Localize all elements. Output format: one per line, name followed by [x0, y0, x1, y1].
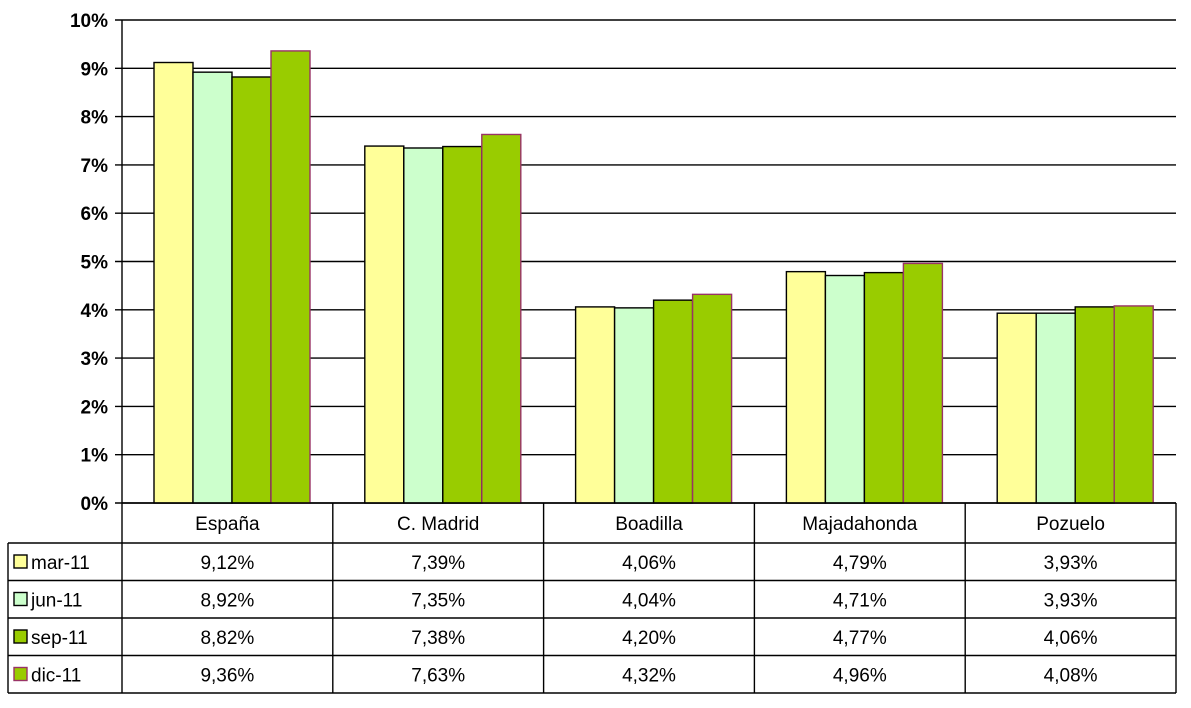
y-tick-label: 0% — [81, 494, 109, 515]
bar — [652, 299, 694, 504]
bar — [691, 293, 733, 504]
data-label: 8,92% — [200, 591, 254, 612]
data-label: 4,32% — [622, 666, 676, 687]
category-label: Boadilla — [615, 514, 683, 535]
data-label: 9,36% — [200, 666, 254, 687]
bar — [1074, 306, 1115, 504]
data-label: 4,06% — [622, 553, 676, 574]
data-label: 7,35% — [411, 591, 465, 612]
y-tick-label: 8% — [81, 108, 109, 129]
data-label: 4,77% — [833, 628, 887, 649]
bar — [442, 145, 483, 504]
legend-key — [13, 629, 28, 644]
legend-key — [13, 554, 28, 569]
category-label: Pozuelo — [1036, 514, 1105, 535]
data-label: 4,08% — [1044, 666, 1098, 687]
bar — [403, 147, 444, 504]
bar — [996, 312, 1037, 504]
bar — [574, 306, 616, 504]
y-tick-label: 5% — [81, 253, 109, 274]
legend-label: mar-11 — [31, 553, 90, 574]
data-label: 4,06% — [1044, 628, 1098, 649]
y-tick-label: 6% — [81, 204, 109, 225]
bar — [1035, 312, 1076, 504]
bar — [270, 50, 311, 504]
data-label: 4,20% — [622, 628, 676, 649]
data-label: 8,82% — [200, 628, 254, 649]
legend-label: sep-11 — [31, 628, 88, 649]
y-tick-label: 9% — [81, 59, 109, 80]
bar — [481, 133, 522, 504]
data-label: 4,71% — [833, 591, 887, 612]
y-tick-label: 2% — [81, 397, 109, 418]
y-tick-label: 3% — [81, 349, 109, 370]
bar — [192, 71, 233, 504]
category-label: España — [195, 514, 260, 535]
legend-label: jun-11 — [30, 591, 82, 612]
bar — [613, 307, 655, 504]
y-tick-label: 7% — [81, 156, 109, 177]
y-tick-label: 10% — [70, 11, 108, 32]
data-label: 4,04% — [622, 591, 676, 612]
data-label: 4,96% — [833, 666, 887, 687]
bar — [863, 271, 905, 504]
y-tick-label: 4% — [81, 301, 109, 322]
data-label: 7,63% — [411, 666, 465, 687]
data-label: 7,38% — [411, 628, 465, 649]
legend-key — [13, 591, 28, 607]
data-label: 3,93% — [1044, 553, 1098, 574]
bar — [1113, 305, 1154, 504]
bar — [785, 270, 827, 504]
y-tick-label: 1% — [81, 446, 109, 467]
category-label: C. Madrid — [397, 514, 479, 535]
data-label: 9,12% — [200, 553, 254, 574]
data-label: 4,79% — [833, 553, 887, 574]
bar — [364, 145, 405, 504]
category-label: Majadahonda — [802, 514, 918, 535]
data-label: 3,93% — [1044, 591, 1098, 612]
bar — [153, 61, 194, 504]
legend-label: dic-11 — [31, 666, 81, 687]
bar — [902, 262, 944, 504]
data-label: 7,39% — [411, 553, 465, 574]
bar — [231, 76, 272, 504]
bar — [824, 274, 866, 504]
legend-key — [13, 666, 28, 682]
